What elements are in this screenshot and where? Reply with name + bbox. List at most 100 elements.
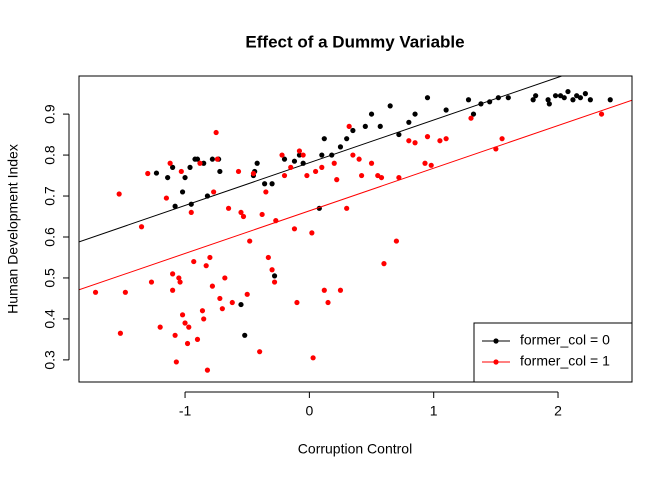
point: [465, 97, 472, 103]
point: [194, 156, 201, 162]
point: [201, 316, 207, 322]
point: [122, 289, 128, 295]
point: [153, 170, 160, 176]
point: [279, 152, 285, 158]
point: [222, 275, 228, 281]
point: [204, 367, 211, 373]
point: [319, 164, 325, 170]
point: [165, 174, 171, 181]
y-tick-label: 0.6: [42, 227, 58, 247]
point: [247, 238, 253, 244]
point: [350, 152, 356, 158]
point: [288, 164, 294, 170]
point: [194, 336, 201, 342]
chart-title: Effect of a Dummy Variable: [245, 32, 464, 51]
point: [291, 226, 298, 232]
point: [263, 189, 269, 195]
point: [240, 213, 247, 220]
legend-marker: [493, 338, 499, 344]
point: [368, 160, 375, 166]
point: [214, 156, 220, 162]
y-tick-label: 0.7: [42, 186, 58, 206]
point: [337, 287, 344, 293]
fit-line: [79, 99, 632, 291]
legend-marker: [493, 359, 499, 365]
point: [443, 107, 449, 113]
point: [271, 273, 278, 279]
point: [478, 101, 484, 107]
point: [505, 95, 511, 101]
y-tick-label: 0.9: [42, 104, 58, 124]
y-tick-label: 0.3: [42, 350, 58, 370]
point: [319, 152, 325, 158]
point: [269, 181, 275, 187]
point: [312, 168, 319, 175]
plot-frame: [78, 75, 633, 383]
point: [209, 283, 216, 289]
point: [204, 193, 211, 199]
point: [296, 152, 303, 158]
legend-box: [473, 322, 633, 383]
point: [470, 111, 477, 117]
point: [424, 95, 431, 101]
point: [300, 152, 306, 158]
point: [217, 168, 223, 175]
point: [201, 160, 207, 166]
point: [179, 312, 186, 318]
point: [499, 136, 505, 142]
point: [422, 160, 428, 166]
point: [145, 170, 151, 177]
point: [334, 177, 340, 183]
point: [565, 88, 571, 95]
point: [238, 301, 244, 308]
point: [229, 299, 235, 306]
point: [172, 203, 178, 209]
point: [197, 160, 203, 166]
point: [257, 349, 263, 355]
point: [577, 95, 584, 101]
point: [406, 119, 412, 125]
point: [344, 205, 350, 211]
point: [362, 123, 368, 129]
point: [493, 146, 499, 152]
point: [358, 172, 365, 179]
point: [412, 111, 418, 117]
point: [273, 218, 279, 224]
point: [254, 160, 260, 166]
point: [378, 174, 385, 181]
x-tick-label: 0: [305, 403, 313, 419]
point: [396, 174, 402, 181]
point: [393, 238, 400, 244]
point: [269, 267, 275, 273]
point: [582, 91, 588, 97]
point: [167, 160, 173, 166]
point: [219, 306, 225, 312]
point: [178, 168, 184, 175]
point: [329, 152, 335, 158]
point: [207, 254, 213, 261]
x-tick-label: 2: [554, 403, 562, 419]
point: [116, 191, 122, 197]
point: [321, 287, 327, 293]
point: [598, 111, 605, 117]
y-tick-label: 0.4: [42, 309, 58, 329]
point: [325, 299, 331, 306]
point: [552, 93, 559, 99]
point: [242, 332, 248, 338]
point: [163, 195, 170, 201]
point: [443, 136, 449, 142]
point: [170, 271, 176, 277]
x-tick-label: 1: [430, 403, 438, 419]
point: [265, 254, 271, 261]
point: [570, 97, 576, 103]
point: [217, 295, 223, 302]
point: [238, 209, 244, 216]
point: [291, 158, 298, 164]
point: [487, 99, 493, 105]
point: [561, 95, 567, 101]
point: [346, 123, 352, 129]
point: [468, 115, 474, 121]
point: [92, 289, 99, 295]
point: [191, 258, 197, 265]
